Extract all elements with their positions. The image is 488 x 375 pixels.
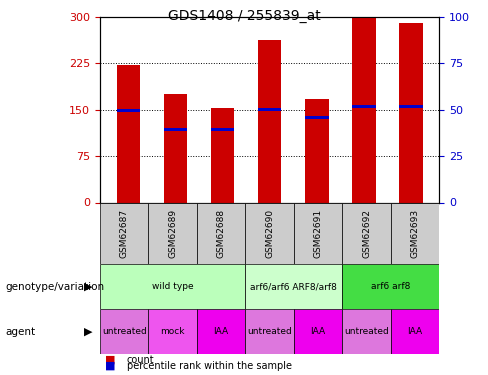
Text: IAA: IAA [214,327,229,336]
Bar [399,105,423,108]
Bar [258,108,282,111]
Bar [148,202,197,264]
Bar [100,264,245,309]
Bar [342,264,439,309]
Bar [305,99,328,202]
Text: untreated: untreated [102,327,146,336]
Text: GSM62689: GSM62689 [168,209,177,258]
Bar [117,110,140,112]
Bar [294,309,342,354]
Bar [342,309,391,354]
Text: arf6/arf6 ARF8/arf8: arf6/arf6 ARF8/arf8 [250,282,337,291]
Bar [100,202,148,264]
Text: ▶: ▶ [83,282,92,292]
Bar [197,202,245,264]
Text: agent: agent [5,327,35,337]
Text: wild type: wild type [152,282,194,291]
Bar [197,309,245,354]
Text: ■: ■ [105,355,116,365]
Text: GSM62693: GSM62693 [410,209,420,258]
Bar [163,94,187,202]
Text: untreated: untreated [247,327,292,336]
Bar [258,40,282,203]
Text: GSM62692: GSM62692 [362,209,371,258]
Text: GSM62690: GSM62690 [265,209,274,258]
Text: untreated: untreated [344,327,389,336]
Bar [245,202,294,264]
Bar [117,65,140,203]
Bar [352,18,376,203]
Bar [352,105,376,108]
Bar [294,202,342,264]
Bar [305,116,328,118]
Text: IAA: IAA [310,327,325,336]
Text: genotype/variation: genotype/variation [5,282,104,292]
Bar [148,309,197,354]
Bar [391,202,439,264]
Bar [342,202,391,264]
Text: ▶: ▶ [83,327,92,337]
Bar [211,128,234,131]
Text: ■: ■ [105,361,116,370]
Bar [211,108,234,202]
Bar [163,128,187,131]
Text: GDS1408 / 255839_at: GDS1408 / 255839_at [167,9,321,23]
Text: count: count [127,355,155,365]
Bar [399,23,423,202]
Text: arf6 arf8: arf6 arf8 [371,282,410,291]
Bar [245,309,294,354]
Text: GSM62691: GSM62691 [314,209,323,258]
Text: IAA: IAA [407,327,423,336]
Bar [245,264,342,309]
Text: GSM62688: GSM62688 [217,209,225,258]
Text: GSM62687: GSM62687 [120,209,129,258]
Bar [391,309,439,354]
Text: percentile rank within the sample: percentile rank within the sample [127,361,292,370]
Bar [100,309,148,354]
Text: mock: mock [161,327,185,336]
